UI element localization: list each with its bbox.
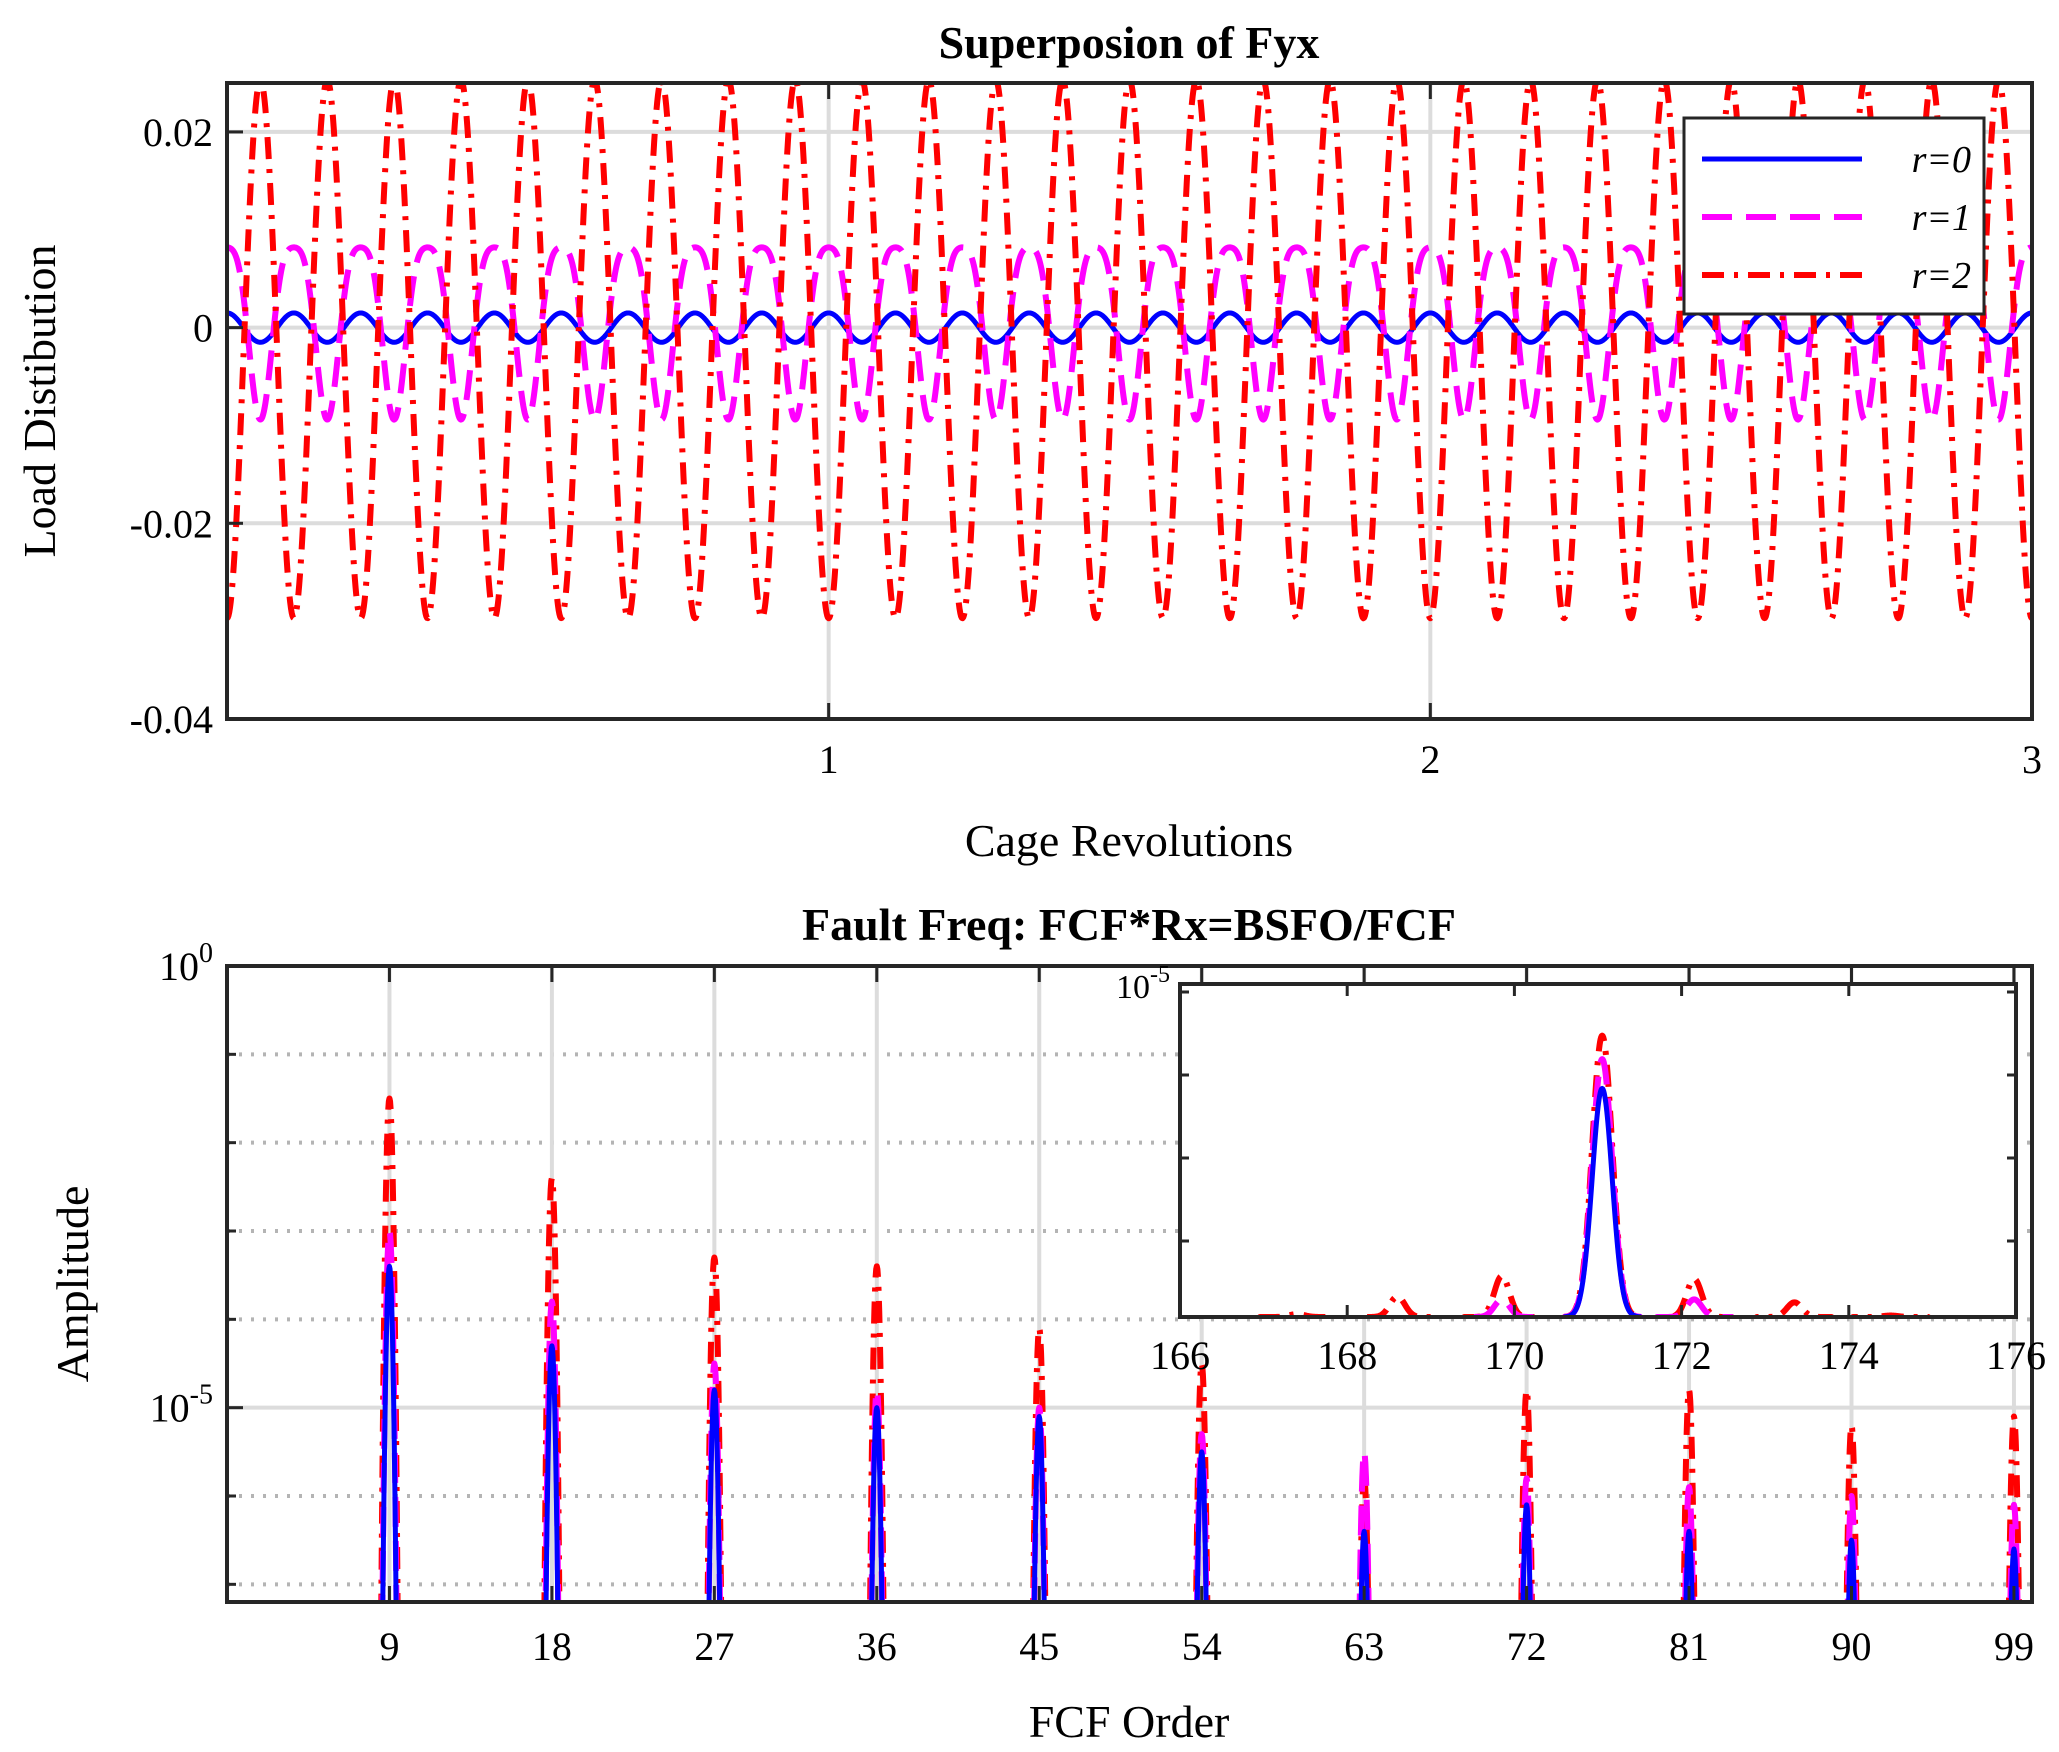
inset-xtick-label: 168 — [1317, 1333, 1377, 1378]
bottom-xtick-label: 63 — [1344, 1624, 1384, 1669]
bottom-xtick-label: 27 — [694, 1624, 734, 1669]
inset-xtick-label: 170 — [1484, 1333, 1544, 1378]
top-ytick-label: 0 — [193, 306, 213, 351]
legend: r=0 r=1 r=2 — [1682, 116, 1986, 316]
legend-box — [1682, 116, 1986, 316]
bottom-chart: 100 10-5 9 18 27 36 45 54 63 72 81 90 99 Fault Freq:… — [47, 899, 2046, 1747]
top-y-axis-label: Load Distibution — [14, 244, 65, 557]
inset-chart: 166 168 170 172 174 176 10-5 — [1116, 962, 2046, 1378]
top-ytick-label: -0.04 — [130, 697, 213, 742]
bottom-xtick-label: 36 — [857, 1624, 897, 1669]
bottom-axes-frame — [225, 964, 2034, 1604]
inset-plot-area — [1180, 984, 2016, 1317]
top-chart-title: Superposion of Fyx — [939, 17, 1320, 68]
bottom-ytick-label: 100 — [159, 938, 213, 989]
inset-ticks: 166 168 170 172 174 176 10-5 — [1116, 962, 2046, 1378]
top-series-r1 — [227, 244, 2032, 423]
bottom-xtick-label: 90 — [1832, 1624, 1872, 1669]
bottom-xtick-label: 18 — [532, 1624, 572, 1669]
top-xtick-label: 2 — [1420, 737, 1440, 782]
inset-series-r0 — [1562, 1085, 1643, 1317]
inset-axes-frame — [1178, 982, 2018, 1319]
bottom-y-axis-label: Amplitude — [47, 1186, 98, 1383]
top-series-r0 — [227, 310, 2032, 345]
top-chart: 0.02 0 -0.02 -0.04 1 2 3 Superposion of Fyx Ca… — [14, 17, 2042, 866]
top-x-axis-label: Cage Revolutions — [965, 815, 1293, 866]
top-series-group — [227, 83, 2032, 622]
bottom-chart-title: Fault Freq: FCF*Rx=BSFO/FCF — [802, 899, 1456, 950]
inset-ytick-label: 10-5 — [1116, 962, 1170, 1006]
bottom-ticks: 100 10-5 9 18 27 36 45 54 63 72 81 90 99 — [150, 938, 2034, 1669]
bottom-xtick-label: 9 — [379, 1624, 399, 1669]
inset-xtick-label: 174 — [1819, 1333, 1879, 1378]
inset-xtick-label: 172 — [1652, 1333, 1712, 1378]
bottom-xtick-label: 72 — [1507, 1624, 1547, 1669]
inset-xtick-label: 166 — [1150, 1333, 1210, 1378]
bottom-ytick-label: 10-5 — [150, 1380, 213, 1431]
top-ticks: 0.02 0 -0.02 -0.04 1 2 3 — [130, 83, 2042, 782]
bottom-xtick-label: 81 — [1669, 1624, 1709, 1669]
bottom-xtick-label: 45 — [1019, 1624, 1059, 1669]
legend-label-r0: r=0 — [1912, 139, 1971, 181]
top-ytick-label: -0.02 — [130, 501, 213, 546]
legend-label-r2: r=2 — [1912, 255, 1971, 297]
bottom-xtick-label: 99 — [1994, 1624, 2034, 1669]
top-ytick-label: 0.02 — [143, 110, 213, 155]
inset-xtick-label: 176 — [1986, 1333, 2046, 1378]
bottom-x-axis-label: FCF Order — [1029, 1696, 1230, 1747]
bottom-xtick-label: 54 — [1182, 1624, 1222, 1669]
top-xtick-label: 3 — [2022, 737, 2042, 782]
top-xtick-label: 1 — [819, 737, 839, 782]
inset-series-r1 — [1461, 1056, 1735, 1317]
legend-label-r1: r=1 — [1912, 197, 1971, 239]
top-axes-frame — [225, 81, 2034, 721]
